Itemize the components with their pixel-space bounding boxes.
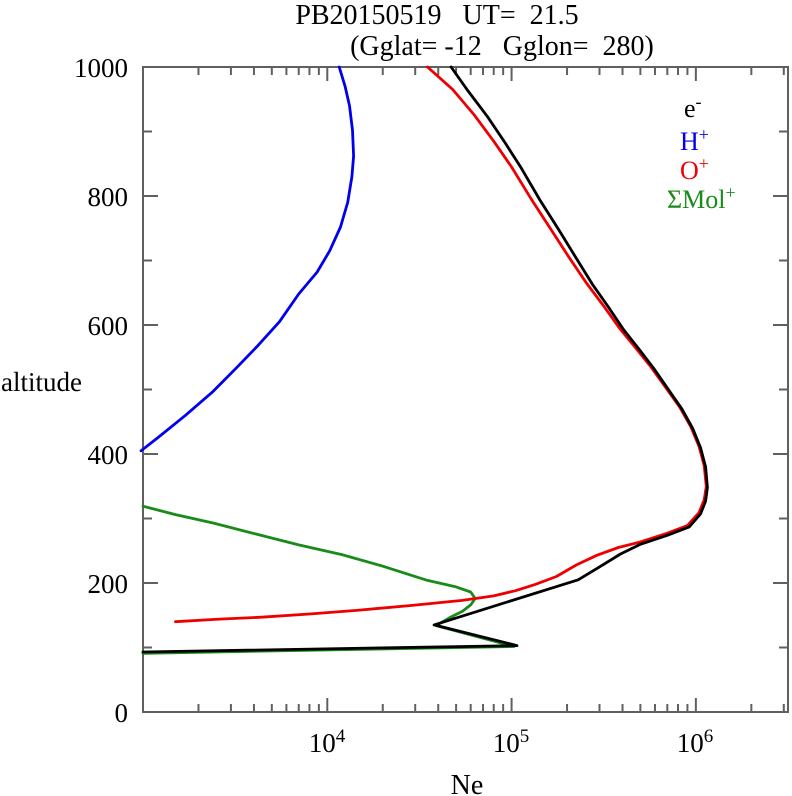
legend-item-o-plus: O+ <box>680 153 709 185</box>
x-tick-label-1e4: 104 <box>308 726 346 758</box>
y-tick-label-0: 0 <box>114 698 129 728</box>
legend-item-mol-plus: ΣMol+ <box>667 182 736 214</box>
o-plus-curve <box>174 65 708 624</box>
y-tick-label-200: 200 <box>87 569 129 599</box>
y-tick-label-800: 800 <box>87 182 129 212</box>
electron-curve <box>141 65 709 654</box>
chart-subtitle: (Gglat= -12 Gglon= 280) <box>350 31 654 62</box>
legend-item-h-plus: H+ <box>680 124 709 156</box>
y-tick-label-600: 600 <box>87 311 129 341</box>
legend-item-electron: e- <box>684 91 702 123</box>
x-axis-label: Ne <box>450 770 484 796</box>
x-tick-label-1e5: 105 <box>492 726 530 758</box>
chart-title: PB20150519 UT= 21.5 <box>295 0 579 31</box>
y-tick-label-400: 400 <box>87 440 129 470</box>
y-tick-label-1000: 1000 <box>74 53 128 83</box>
h-plus-curve <box>139 65 356 453</box>
x-tick-label-1e6: 106 <box>676 726 714 758</box>
y-axis-label: altitude <box>1 367 82 397</box>
